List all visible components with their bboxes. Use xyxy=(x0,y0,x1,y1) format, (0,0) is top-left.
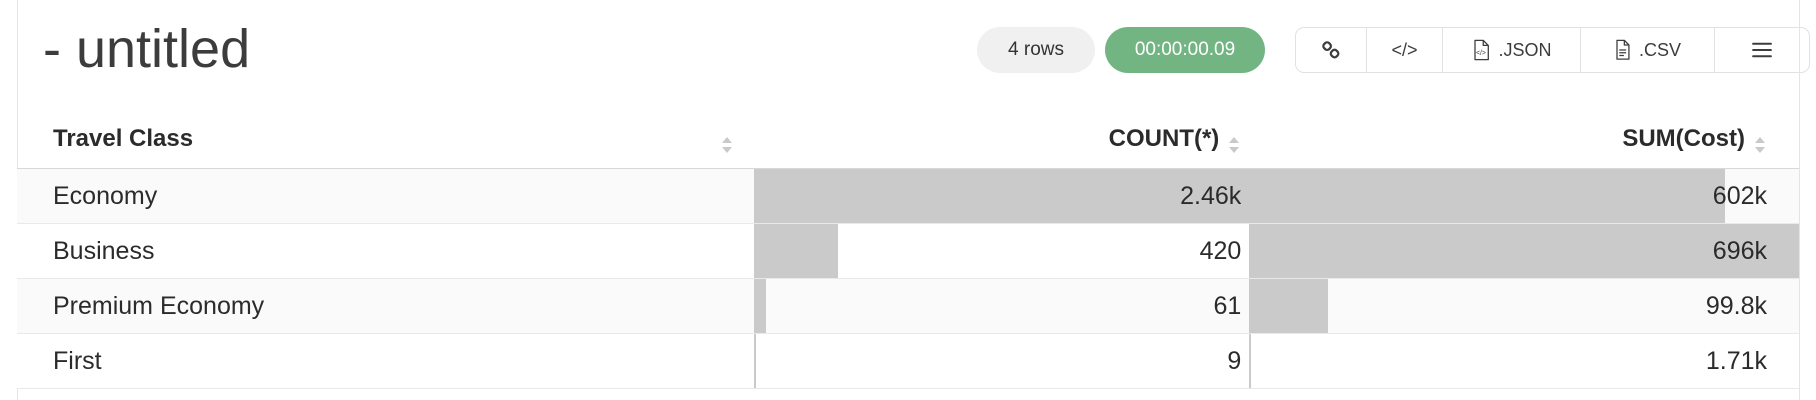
svg-text:</>: </> xyxy=(1476,50,1486,57)
